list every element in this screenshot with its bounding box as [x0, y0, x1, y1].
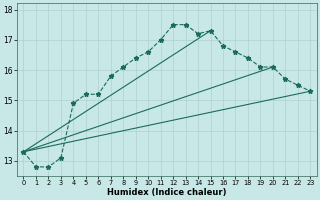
X-axis label: Humidex (Indice chaleur): Humidex (Indice chaleur) — [107, 188, 227, 197]
